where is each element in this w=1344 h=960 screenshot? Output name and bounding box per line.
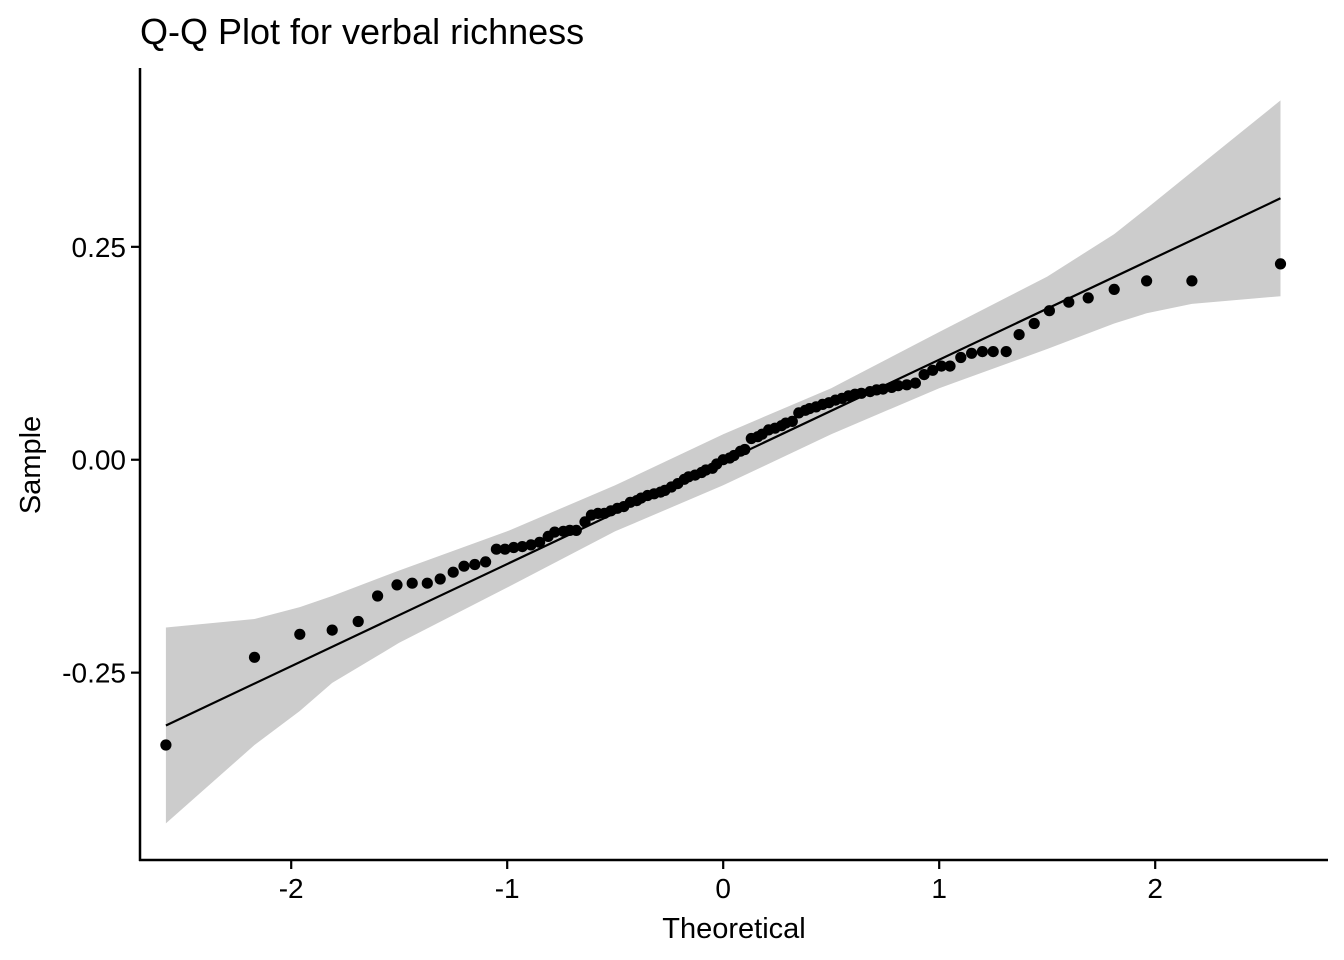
data-point: [570, 524, 582, 537]
data-point: [160, 739, 172, 751]
y-axis-ticks: -0.25 0.00 0.25: [62, 232, 140, 689]
data-point: [516, 541, 528, 553]
data-point: [1082, 292, 1094, 304]
y-tick-label: -0.25: [62, 658, 126, 689]
data-point: [1013, 329, 1025, 341]
data-point: [434, 573, 446, 585]
data-points-layer: [160, 258, 1287, 751]
data-point: [966, 347, 978, 359]
data-point: [1186, 275, 1198, 287]
data-point: [421, 577, 433, 589]
data-point: [739, 443, 751, 456]
data-point: [987, 346, 999, 358]
data-point: [525, 539, 537, 551]
data-point: [1274, 258, 1287, 270]
data-point: [490, 543, 502, 555]
axes: -2 -1 0 1 2 -0.25 0.00 0.25: [62, 68, 1328, 904]
data-point: [935, 360, 948, 372]
x-axis-title: Theoretical: [662, 913, 805, 945]
data-point: [480, 556, 492, 568]
data-point: [786, 415, 798, 427]
data-point: [534, 536, 546, 548]
data-point: [499, 543, 511, 555]
y-tick-label: 0.25: [72, 232, 127, 263]
data-point: [855, 387, 868, 399]
data-point: [955, 351, 967, 364]
x-axis-ticks: -2 -1 0 1 2: [279, 860, 1163, 904]
data-point: [447, 566, 459, 578]
data-point: [1108, 283, 1120, 295]
x-tick-label: 2: [1147, 873, 1163, 904]
data-point: [406, 577, 418, 589]
data-point: [248, 651, 261, 663]
data-point: [1028, 317, 1040, 330]
data-point: [1141, 275, 1153, 287]
data-point: [352, 615, 364, 628]
data-point: [326, 624, 338, 636]
y-axis-title: Sample: [15, 416, 47, 514]
data-point: [877, 383, 889, 395]
data-point: [901, 379, 913, 391]
data-point: [944, 360, 956, 372]
data-point: [508, 541, 520, 554]
data-point: [892, 380, 904, 392]
data-point: [909, 377, 922, 389]
data-point: [549, 526, 561, 538]
data-point: [976, 346, 989, 358]
data-point: [918, 369, 930, 381]
data-point: [458, 560, 470, 572]
data-point: [469, 558, 481, 571]
data-point: [927, 364, 939, 376]
data-point: [1063, 296, 1075, 308]
x-tick-label: -2: [279, 873, 304, 904]
data-point: [1000, 346, 1012, 358]
data-point: [391, 579, 403, 591]
x-tick-label: -1: [495, 873, 520, 904]
data-point: [294, 628, 306, 640]
x-tick-label: 0: [715, 873, 731, 904]
data-point: [1043, 305, 1055, 317]
data-point: [372, 590, 384, 602]
x-tick-label: 1: [931, 873, 947, 904]
chart-title: Q-Q Plot for verbal richness: [140, 11, 584, 52]
y-tick-label: 0.00: [72, 445, 127, 476]
